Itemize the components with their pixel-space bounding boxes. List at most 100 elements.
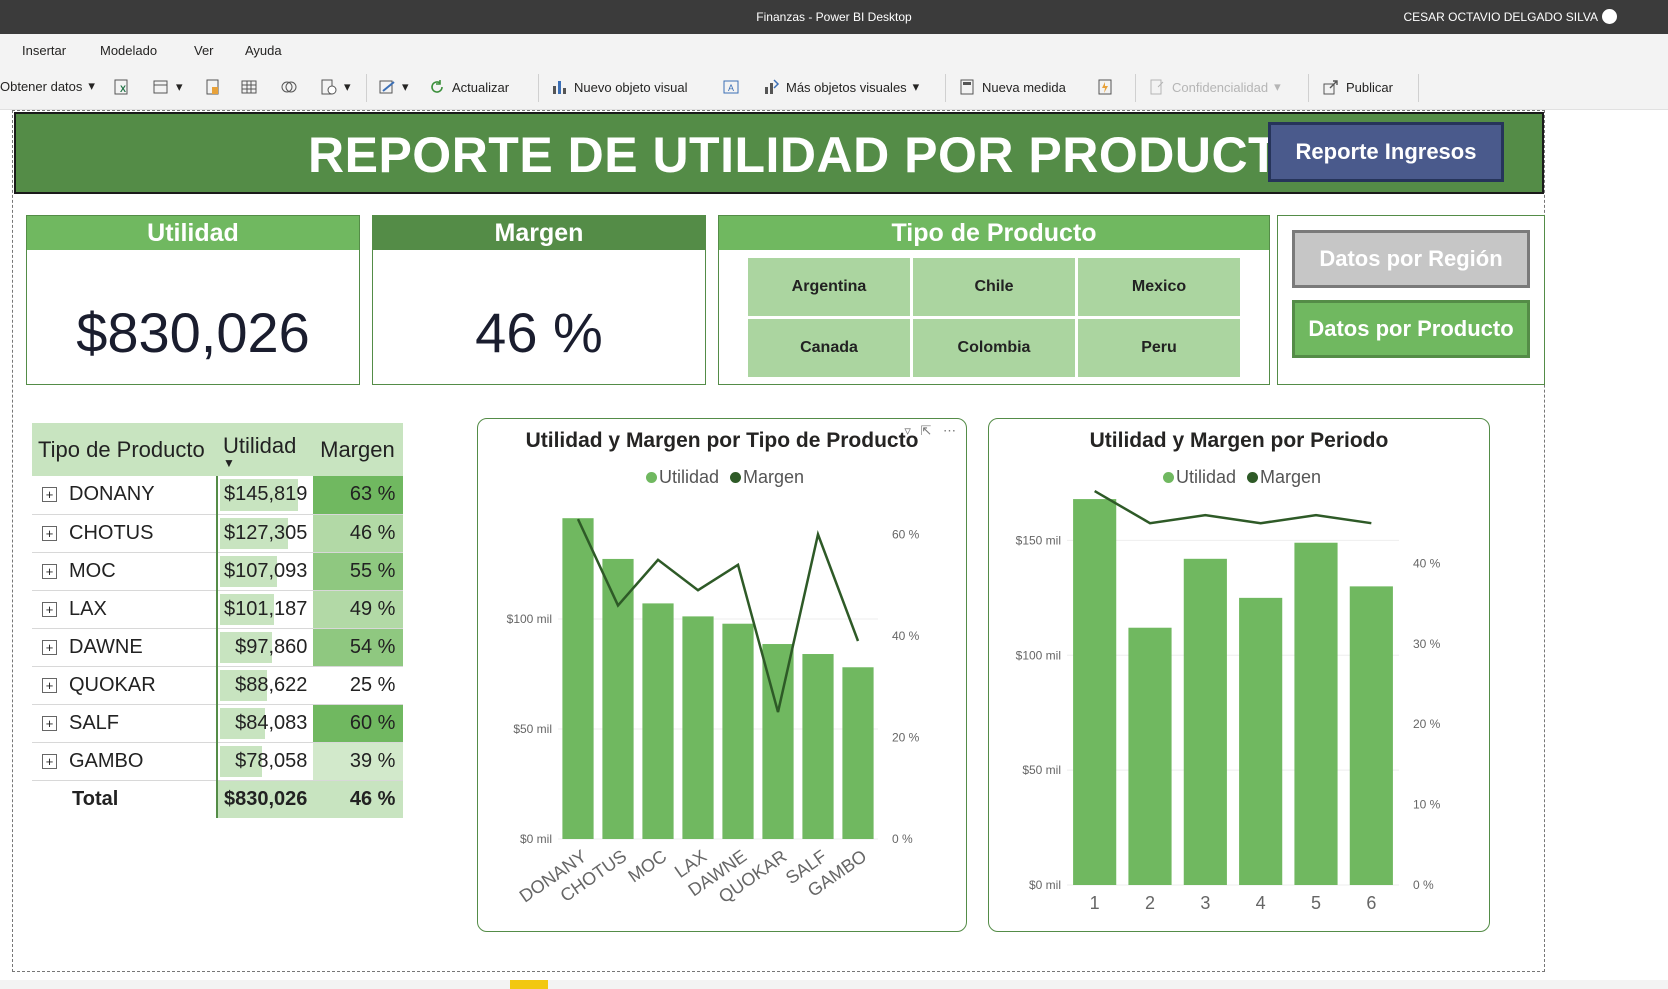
dataset-button[interactable]: ▾	[152, 78, 183, 96]
get-data-button[interactable]: Obtener datos ▾	[0, 78, 95, 94]
toolbar-separator	[1418, 74, 1419, 102]
row-name-cell: + CHOTUS	[32, 514, 217, 553]
slicer-item-chile[interactable]: Chile	[913, 258, 1075, 316]
row-name-cell: + DONANY	[32, 476, 217, 515]
more-visuals-button[interactable]: Más objetos visuales ▾	[762, 78, 919, 96]
data-bar	[220, 745, 262, 777]
user-name[interactable]: CESAR OCTAVIO DELGADO SILVA	[1403, 10, 1599, 24]
dataverse-button[interactable]	[280, 78, 298, 96]
y-tick-label-left: $100 mil	[1016, 648, 1061, 662]
matrix-total-row: Total $830,026 46 %	[32, 780, 404, 818]
quick-measure-button[interactable]	[1096, 78, 1114, 96]
row-utilidad-cell: $127,305	[215, 514, 314, 553]
legend-marker-margen	[730, 472, 741, 483]
slicer-item-peru[interactable]: Peru	[1078, 319, 1240, 377]
publish-icon	[1323, 80, 1338, 95]
x-tick-label: 6	[1366, 893, 1376, 913]
row-margen-value: 39 %	[313, 742, 404, 781]
focus-mode-icon[interactable]: ⇱	[920, 423, 932, 438]
row-product-name: LAX	[69, 597, 107, 620]
reporte-ingresos-button[interactable]: Reporte Ingresos	[1268, 122, 1504, 182]
row-utilidad-cell: $145,819	[215, 476, 314, 515]
table-row[interactable]: + DAWNE $97,860 54 %	[32, 628, 404, 667]
toolbar-separator	[945, 74, 946, 102]
new-visual-button[interactable]: Nuevo objeto visual	[550, 78, 687, 96]
table-row[interactable]: + DONANY $145,819 63 %	[32, 476, 404, 515]
expand-icon[interactable]: +	[42, 601, 57, 617]
sql-button[interactable]	[204, 78, 222, 96]
slicer-item-mexico[interactable]: Mexico	[1078, 258, 1240, 316]
slicer-item-canada[interactable]: Canada	[748, 319, 910, 377]
row-name-cell: + MOC	[32, 552, 217, 591]
matrix-header-margen[interactable]: Margen	[313, 423, 404, 476]
menu-ver[interactable]: Ver	[194, 43, 214, 58]
menu-ayuda[interactable]: Ayuda	[245, 43, 282, 58]
transform-data-button[interactable]: ▾	[378, 78, 409, 96]
row-margen-value: 60 %	[313, 704, 404, 743]
row-utilidad-value: $107,093	[224, 559, 308, 582]
enter-data-button[interactable]	[240, 78, 258, 96]
table-row[interactable]: + SALF $84,083 60 %	[32, 704, 404, 743]
matrix-header-tipo[interactable]: Tipo de Producto	[32, 423, 217, 476]
bar-chart-icon	[553, 81, 566, 94]
recent-sources-button[interactable]: ▾	[320, 78, 351, 96]
datos-por-region-button[interactable]: Datos por Región	[1292, 230, 1530, 288]
y-tick-label-right: 10 %	[1413, 798, 1441, 812]
publish-button[interactable]: Publicar	[1322, 78, 1393, 96]
table-icon	[241, 80, 257, 94]
active-page-tab[interactable]	[510, 980, 548, 989]
bar	[1239, 597, 1283, 885]
toolbar-separator	[1308, 74, 1309, 102]
expand-icon[interactable]: +	[42, 639, 57, 655]
expand-icon[interactable]: +	[42, 487, 57, 503]
sensitivity-button[interactable]: Confidencialidad ▾	[1148, 78, 1281, 96]
table-row[interactable]: + LAX $101,187 49 %	[32, 590, 404, 629]
expand-icon[interactable]: +	[42, 677, 57, 693]
y-tick-label-left: $50 mil	[513, 722, 552, 736]
expand-icon[interactable]: +	[42, 563, 57, 579]
legend-margen: Margen	[743, 467, 805, 487]
row-margen-value: 55 %	[313, 552, 404, 591]
table-row[interactable]: + MOC $107,093 55 %	[32, 552, 404, 591]
table-row[interactable]: + QUOKAR $88,622 25 %	[32, 666, 404, 705]
sensitivity-label: Confidencialidad	[1172, 79, 1269, 95]
expand-icon[interactable]: +	[42, 753, 57, 769]
new-measure-button[interactable]: Nueva medida	[958, 78, 1066, 96]
table-row[interactable]: + CHOTUS $127,305 46 %	[32, 514, 404, 553]
document-icon	[206, 79, 219, 95]
user-avatar[interactable]	[1602, 9, 1617, 24]
expand-icon[interactable]: +	[42, 715, 57, 731]
bar	[1294, 542, 1338, 885]
y-tick-label-right: 30 %	[1413, 637, 1441, 651]
margen-card: Margen 46 %	[372, 215, 706, 385]
expand-icon[interactable]: +	[42, 525, 57, 541]
table-row[interactable]: + GAMBO $78,058 39 %	[32, 742, 404, 781]
ribbon-toolbar: Obtener datos ▾ X ▾ ▾ ▾ Actualizar Nuevo…	[0, 66, 1668, 110]
slicer-item-argentina[interactable]: Argentina	[748, 258, 910, 316]
row-name-cell: + DAWNE	[32, 628, 217, 667]
menu-insertar[interactable]: Insertar	[22, 43, 67, 58]
x-tick-label: 5	[1311, 893, 1321, 913]
y-tick-label-left: $50 mil	[1022, 763, 1061, 777]
chart-producto[interactable]: Utilidad y Margen por Tipo de Producto ▿…	[477, 418, 967, 932]
excel-button[interactable]: X	[113, 78, 131, 96]
row-utilidad-cell: $107,093	[215, 552, 314, 591]
datos-por-producto-button[interactable]: Datos por Producto	[1292, 300, 1530, 358]
svg-text:X: X	[120, 84, 126, 94]
chart-periodo[interactable]: Utilidad y Margen por Periodo Utilidad M…	[988, 418, 1490, 932]
refresh-button[interactable]: Actualizar	[428, 78, 509, 96]
more-options-icon[interactable]: ⋯	[943, 423, 956, 438]
slicer-item-colombia[interactable]: Colombia	[913, 319, 1075, 377]
filter-icon[interactable]: ▿	[904, 423, 911, 438]
bar	[682, 616, 714, 839]
menu-modelado[interactable]: Modelado	[100, 43, 158, 58]
chevron-down-icon: ▾	[344, 79, 351, 94]
text-box-button[interactable]: A	[722, 78, 740, 96]
row-utilidad-value: $127,305	[224, 521, 308, 544]
bar	[802, 654, 834, 839]
matrix-header-utilidad[interactable]: Utilidad ▼	[217, 423, 314, 476]
x-tick-label: 3	[1200, 893, 1210, 913]
row-product-name: CHOTUS	[69, 521, 154, 544]
row-margen-value: 54 %	[313, 628, 404, 667]
